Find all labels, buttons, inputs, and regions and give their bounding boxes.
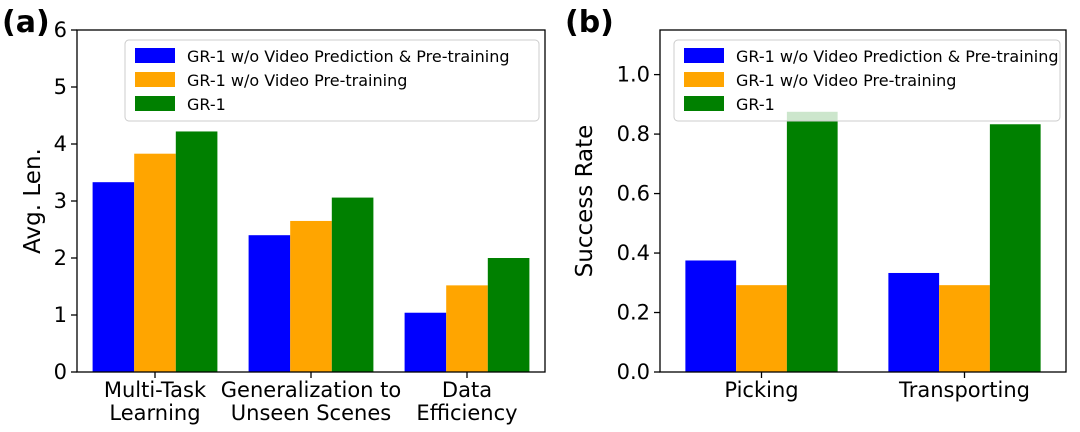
x-tick-label-line: Data [442,378,492,402]
x-tick-label-line: Efficiency [416,401,517,425]
bar-0-series-1-cat-2 [446,285,488,372]
bar-1-series-2-cat-0 [786,111,838,372]
y-axis-label-0: Avg. Len. [20,148,46,254]
legend-box-1 [673,39,1061,122]
x-tick-label-0-0: Multi-Task Learning [104,378,207,425]
y-tick-label-1-0: 0.0 [617,360,650,384]
legend-label-0-2: GR-1 [187,95,226,114]
x-tick-label-line: Unseen Scenes [231,401,391,425]
legend-swatch-1-0 [684,48,724,63]
y-tick-label-0-3: 3 [54,189,67,213]
bar-0-series-0-cat-1 [248,235,291,372]
x-tick-label-0-2: Data Efficiency [416,378,517,425]
x-tick-label-line: Picking [724,378,798,402]
y-tick-label-1-1: 0.2 [617,301,650,325]
y-tick-label-1-3: 0.6 [617,182,650,206]
y-tick-label-0-6: 6 [54,18,67,42]
x-tick-label-line: Transporting [898,378,1030,402]
legend-label-0-0: GR-1 w/o Video Prediction & Pre-training [187,47,510,66]
legend-swatch-1-1 [684,72,724,87]
legend-label-1-2: GR-1 [736,95,775,114]
panel-label-1: (b) [565,5,614,40]
bar-0-series-2-cat-0 [175,131,218,372]
bar-0-series-2-cat-1 [331,197,374,372]
y-tick-label-1-2: 0.4 [617,241,650,265]
bar-1-series-0-cat-1 [888,272,940,372]
bar-0-series-0-cat-0 [92,182,135,372]
y-tick-label-0-2: 2 [54,246,67,270]
x-tick-label-line: Multi-Task [104,378,207,402]
y-tick-label-1-5: 1.0 [617,63,650,87]
x-tick-label-line: Generalization to [221,378,401,402]
bar-0-series-0-cat-2 [404,312,447,372]
x-tick-label-1-0: Picking [724,378,798,402]
legend-label-1-0: GR-1 w/o Video Prediction & Pre-training [736,47,1059,66]
legend-label-1-1: GR-1 w/o Video Pre-training [736,71,956,90]
y-axis-label-1: Success Rate [572,125,598,278]
plot-frame-1 [659,29,1067,373]
y-tick-label-0-0: 0 [54,360,67,384]
legend-box-0 [124,39,540,122]
bar-0-series-1-cat-1 [290,220,332,372]
legend-swatch-1-2 [684,96,724,111]
y-tick-label-0-5: 5 [54,75,67,99]
x-tick-label-1-1: Transporting [898,378,1030,402]
bar-0-series-2-cat-2 [487,258,530,372]
chart-panel-0: 0 1 2 3 4 5 6 Multi-Task Learning Generalization … [2,5,546,425]
y-tick-label-0-4: 4 [54,132,67,156]
x-tick-label-line: Learning [109,401,200,425]
bar-1-series-0-cat-0 [685,260,737,372]
x-tick-label-0-1: Generalization to Unseen Scenes [221,378,401,425]
legend-swatch-0-2 [135,96,175,111]
bar-0-series-1-cat-0 [134,153,176,372]
y-tick-label-1-4: 0.8 [617,122,650,146]
bar-1-series-1-cat-1 [939,285,990,372]
legend-label-0-1: GR-1 w/o Video Pre-training [187,71,407,90]
panel-label-0: (a) [2,5,50,40]
legend-swatch-0-1 [135,72,175,87]
chart-panel-1: 0.0 0.2 0.4 0.6 0.8 1.0 Picking Transporting Suc… [565,5,1067,402]
bar-1-series-2-cat-1 [989,124,1041,373]
y-tick-label-0-1: 1 [54,303,67,327]
legend-swatch-0-0 [135,48,175,63]
bar-1-series-1-cat-0 [736,285,787,372]
